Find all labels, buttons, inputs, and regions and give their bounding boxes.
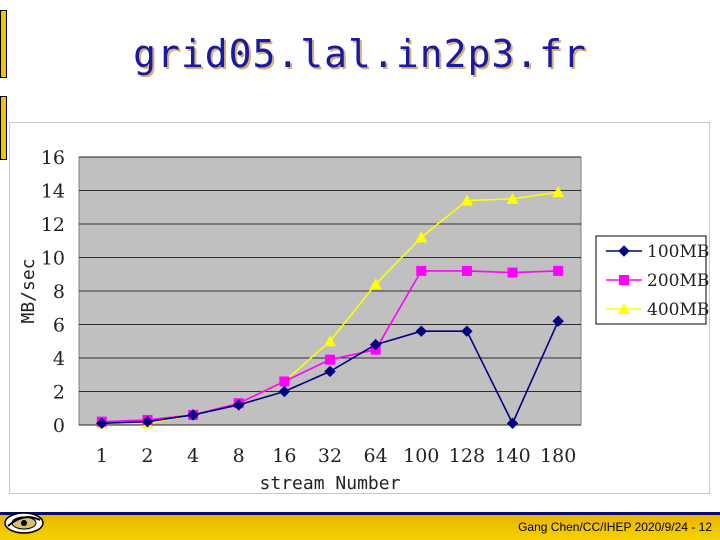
legend-label-400mb: 400MB [647, 300, 709, 320]
footer-text: Gang Chen/CC/IHEP 2020/9/24 - 12 [518, 520, 712, 534]
data-point-100mb [415, 325, 427, 337]
data-point-400mb [552, 186, 565, 198]
legend-marker-400mb [618, 303, 630, 314]
institute-logo-icon [4, 512, 44, 534]
decorative-bar-bottom [0, 96, 7, 160]
data-point-100mb [506, 417, 519, 430]
y-tick-label: 0 [53, 415, 65, 437]
y-tick-label: 14 [41, 181, 65, 203]
data-point-200mb [416, 265, 427, 276]
y-axis-label: MB/sec [18, 258, 39, 323]
y-tick-label: 4 [53, 348, 65, 370]
data-point-100mb [461, 325, 473, 337]
data-point-400mb [415, 231, 428, 243]
data-point-200mb [325, 354, 335, 365]
x-tick-label: 1 [96, 445, 108, 467]
x-tick-label: 100 [403, 445, 439, 467]
data-point-200mb [553, 265, 564, 276]
x-axis-label: stream Number [260, 473, 401, 494]
x-tick-label: 128 [449, 445, 485, 467]
x-tick-label: 2 [141, 445, 153, 467]
data-point-100mb [552, 315, 564, 327]
data-point-100mb [96, 417, 108, 430]
data-point-100mb [369, 338, 382, 351]
y-tick-label: 12 [41, 214, 65, 236]
legend-marker-100mb [618, 245, 630, 257]
legend-label-200mb: 200MB [647, 271, 709, 291]
data-point-400mb [460, 194, 473, 206]
x-tick-label: 64 [364, 445, 388, 467]
data-point-400mb [324, 335, 336, 347]
data-point-200mb [507, 267, 518, 278]
y-tick-label: 8 [53, 281, 65, 303]
x-tick-label: 180 [540, 445, 576, 467]
x-tick-label: 8 [233, 445, 245, 467]
decorative-bar-top [0, 10, 7, 78]
data-point-100mb [141, 415, 154, 428]
footer-bar: Gang Chen/CC/IHEP 2020/9/24 - 12 [0, 512, 720, 540]
legend-marker-200mb [619, 275, 629, 285]
chart-frame: 0 2 4 6 8 10 12 14 16 1 2 4 8 16 32 64 100 128 140 180 strea… [9, 122, 710, 494]
data-point-100mb [233, 399, 245, 411]
y-tick-label: 16 [41, 147, 65, 169]
data-point-200mb [279, 376, 290, 387]
data-point-100mb [187, 409, 199, 421]
data-point-400mb [369, 278, 382, 290]
legend-label-100mb: 100MB [647, 242, 709, 262]
y-tick-label: 10 [41, 248, 65, 270]
data-point-100mb [278, 385, 291, 398]
slide-title: grid05.lal.in2p3.fr [133, 32, 587, 76]
x-tick-label: 4 [187, 445, 199, 467]
data-point-100mb [324, 365, 336, 378]
y-tick-label: 6 [53, 315, 65, 337]
x-tick-label: 140 [494, 445, 530, 467]
data-point-400mb [506, 192, 519, 204]
y-tick-label: 2 [53, 382, 65, 404]
x-tick-label: 32 [318, 445, 342, 467]
data-point-200mb [461, 265, 472, 276]
x-tick-label: 16 [272, 445, 296, 467]
